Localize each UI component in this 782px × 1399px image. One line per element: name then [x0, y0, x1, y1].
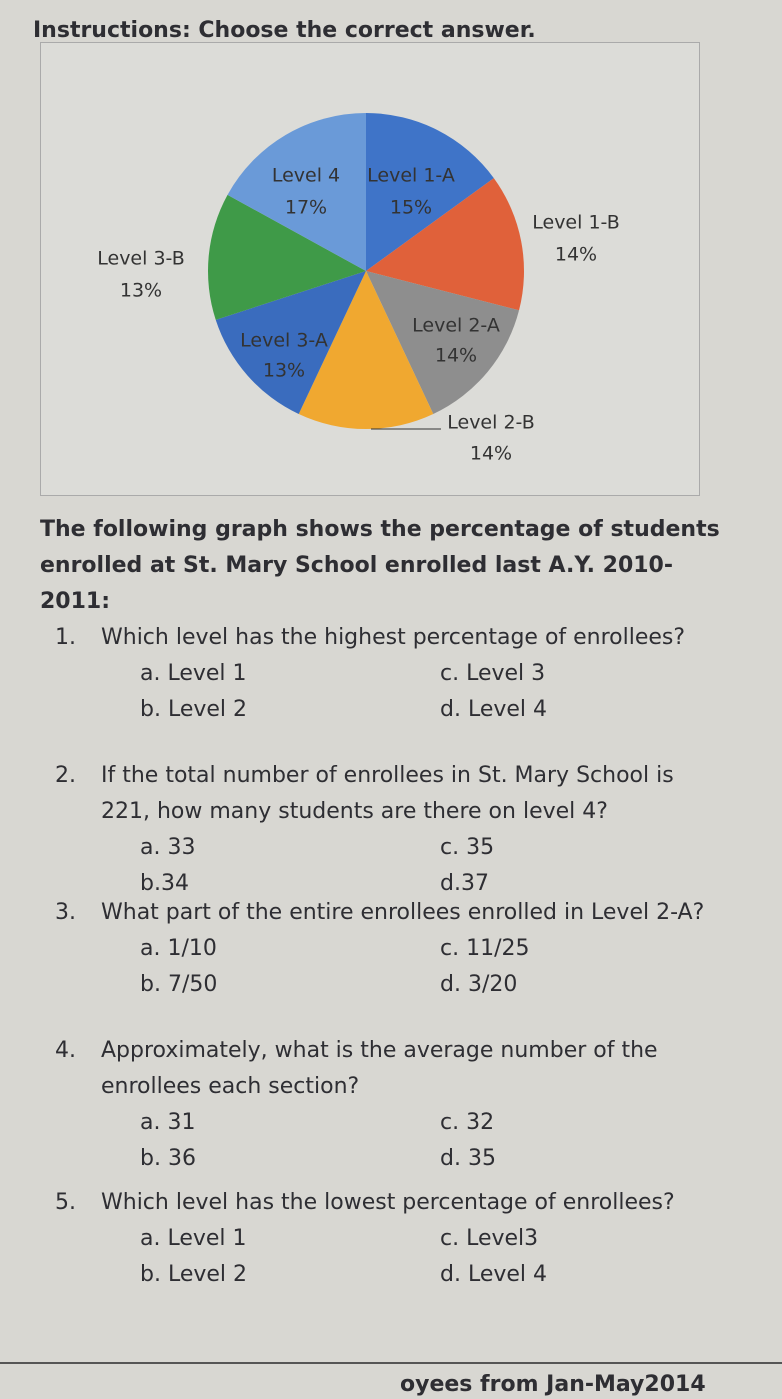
options: a. 33 c. 35 b.34 d.37 [140, 830, 725, 902]
pie-slice [298, 271, 434, 429]
description: The following graph shows the percentage… [40, 517, 720, 614]
pie-slice [227, 113, 366, 271]
question-text: Approximately, what is the average numbe… [101, 1038, 658, 1099]
options: a. Level 1 c. Level 3 b. Level 2 d. Level 4 [140, 656, 725, 728]
slice-value-label: 14% [555, 244, 597, 266]
option: c. Level 3 [440, 661, 546, 686]
question-number: 1. [55, 625, 76, 650]
question: 1. Which level has the highest percentage… [55, 620, 725, 728]
slice-value-label: 14% [470, 443, 512, 465]
question-number: 3. [55, 900, 76, 925]
slice-label: Level 1-A [367, 165, 455, 187]
divider [0, 1362, 782, 1364]
option: c. Level3 [440, 1226, 539, 1251]
option: a. 33 [140, 835, 196, 860]
footer: oyees from Jan-May2014 [400, 1372, 706, 1397]
option: d.37 [440, 871, 489, 896]
question-text: What part of the entire enrollees enroll… [101, 900, 705, 925]
instructions: Instructions: Choose the correct answer. [33, 18, 536, 43]
option: a. Level 1 [140, 661, 247, 686]
slice-label: Level 3-A [240, 330, 328, 352]
slice-label: Level 4 [272, 165, 340, 187]
slice-value-label: 14% [435, 345, 477, 367]
option: c. 32 [440, 1110, 495, 1135]
slice-value-label: 13% [263, 360, 305, 382]
options: a. Level 1 c. Level3 b. Level 2 d. Level 4 [140, 1221, 725, 1293]
pie-slice [366, 113, 494, 271]
question-number: 5. [55, 1190, 76, 1215]
pie-slice [215, 271, 366, 414]
slice-value-label: 17% [285, 197, 327, 219]
option: d. 35 [440, 1146, 496, 1171]
slice-label: Level 2-A [412, 315, 500, 337]
option: b.34 [140, 871, 189, 896]
option: d. 3/20 [440, 972, 518, 997]
slice-label: Level 1-B [532, 212, 620, 234]
option: b. 7/50 [140, 972, 218, 997]
slice-label: Level 3-B [97, 248, 185, 270]
pie-slice [366, 178, 524, 311]
question-text: Which level has the highest percentage o… [101, 625, 686, 650]
options: a. 31 c. 32 b. 36 d. 35 [140, 1105, 725, 1177]
option: b. Level 2 [140, 697, 248, 722]
question-number: 4. [55, 1038, 76, 1063]
option: a. Level 1 [140, 1226, 247, 1251]
slice-value-label: 15% [390, 197, 432, 219]
pie-chart: Level 1-A 15% Level 1-B 14% Level 2-A 14% Leve… [97, 113, 620, 465]
options: a. 1/10 c. 11/25 b. 7/50 d. 3/20 [140, 931, 725, 1003]
question-text: If the total number of enrollees in St. … [101, 763, 674, 824]
slice-label: Level 2-B [447, 412, 535, 434]
option: c. 11/25 [440, 936, 530, 961]
option: b. 36 [140, 1146, 196, 1171]
chart-box: Level 1-A 15% Level 1-B 14% Level 2-A 14% Leve… [40, 42, 700, 496]
option: a. 31 [140, 1110, 196, 1135]
option: a. 1/10 [140, 936, 217, 961]
question: 4. Approximately, what is the average num… [55, 1033, 725, 1177]
question-number: 2. [55, 763, 76, 788]
question-text: Which level has the lowest percentage of… [101, 1190, 675, 1215]
slice-value-label: 13% [120, 280, 162, 302]
option: d. Level 4 [440, 697, 548, 722]
question: 2. If the total number of enrollees in St… [55, 758, 725, 902]
pie-slice [366, 271, 520, 414]
question: 5. Which level has the lowest percentage … [55, 1185, 725, 1293]
pie-slice [208, 194, 366, 320]
option: c. 35 [440, 835, 495, 860]
option: b. Level 2 [140, 1262, 248, 1287]
question: 3. What part of the entire enrollees enro… [55, 895, 725, 1003]
option: d. Level 4 [440, 1262, 548, 1287]
